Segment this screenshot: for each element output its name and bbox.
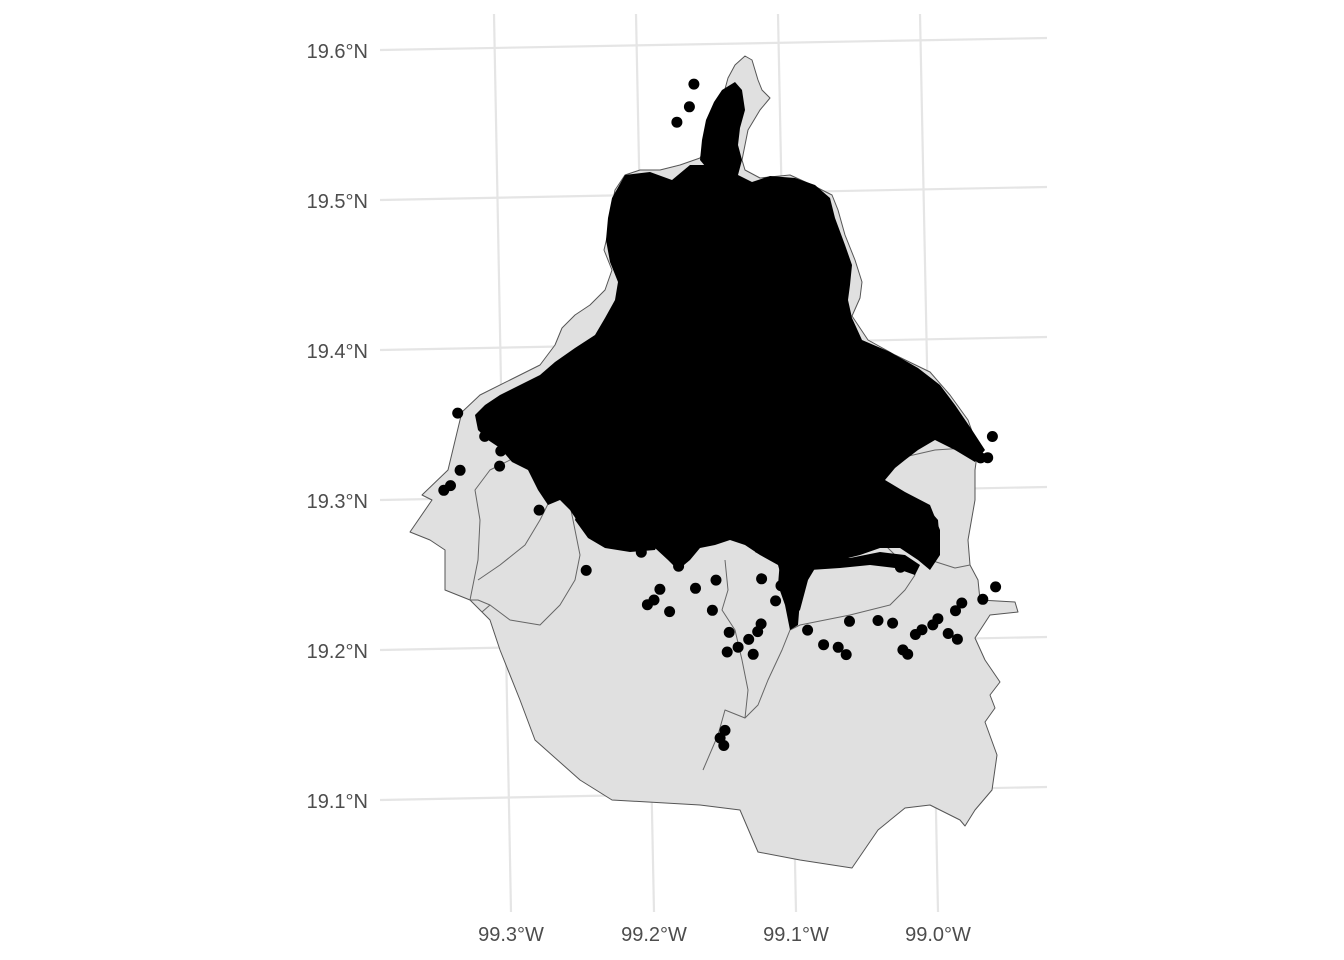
cluster-east-arc bbox=[838, 490, 940, 562]
data-point bbox=[802, 624, 814, 636]
data-point bbox=[452, 407, 464, 419]
cluster-south-tail bbox=[778, 560, 800, 630]
border-south-1 bbox=[721, 559, 749, 719]
cluster-southwest-arc bbox=[575, 500, 660, 552]
data-point bbox=[732, 641, 744, 653]
data-point bbox=[894, 561, 906, 573]
data-point bbox=[673, 560, 685, 572]
y-tick-label-19.2: 19.2°N bbox=[307, 641, 368, 663]
y-tick-label-19.6: 19.6°N bbox=[307, 41, 368, 63]
data-point bbox=[747, 648, 759, 660]
data-point bbox=[990, 581, 1002, 593]
data-point bbox=[454, 464, 466, 476]
data-point bbox=[863, 540, 875, 551]
border-west-2 bbox=[481, 484, 581, 626]
data-point bbox=[844, 615, 855, 627]
data-point bbox=[494, 460, 506, 472]
data-point bbox=[932, 613, 944, 625]
y-tick-label-19.1: 19.1°N bbox=[307, 791, 368, 813]
data-point bbox=[619, 532, 631, 544]
data-point bbox=[919, 523, 930, 535]
border-west-4 bbox=[470, 599, 491, 606]
data-point bbox=[803, 511, 815, 523]
border-east-2 bbox=[929, 559, 971, 569]
y-axis-labels: 19.6°N 19.5°N 19.4°N 19.3°N 19.2°N 19.1°… bbox=[307, 41, 368, 813]
data-point bbox=[654, 583, 666, 595]
data-point bbox=[648, 594, 660, 606]
border-south-3 bbox=[799, 574, 916, 626]
data-point bbox=[840, 649, 852, 661]
data-point bbox=[723, 626, 735, 638]
data-point bbox=[916, 624, 928, 636]
data-point bbox=[743, 633, 755, 645]
x-tick-label-99.3: 99.3°W bbox=[478, 924, 544, 946]
cluster-south-arc bbox=[755, 540, 920, 575]
y-tick-label-19.5: 19.5°N bbox=[307, 191, 368, 213]
data-point bbox=[975, 452, 987, 464]
data-point bbox=[671, 116, 683, 128]
data-point bbox=[956, 597, 968, 609]
data-point bbox=[951, 633, 963, 645]
data-point bbox=[902, 648, 914, 660]
data-point bbox=[872, 615, 884, 626]
data-point bbox=[887, 617, 899, 629]
data-point bbox=[720, 167, 732, 179]
data-point bbox=[818, 639, 830, 651]
data-point bbox=[580, 564, 592, 576]
data-point bbox=[832, 641, 844, 653]
data-point bbox=[779, 550, 791, 561]
data-point bbox=[690, 582, 701, 594]
data-point bbox=[755, 618, 767, 630]
cluster-north-spur bbox=[700, 82, 745, 180]
data-point bbox=[641, 471, 653, 483]
x-tick-label-99.2: 99.2°W bbox=[621, 924, 687, 946]
data-point bbox=[533, 504, 545, 516]
data-point bbox=[718, 740, 730, 751]
data-point bbox=[770, 595, 782, 607]
x-tick-label-99.0: 99.0°W bbox=[905, 924, 971, 946]
y-tick-label-19.4: 19.4°N bbox=[307, 341, 368, 363]
data-point bbox=[710, 574, 722, 586]
points-layer bbox=[438, 78, 1002, 751]
data-point bbox=[950, 605, 961, 617]
data-point bbox=[445, 480, 456, 492]
x-tick-label-99.1: 99.1°W bbox=[763, 924, 829, 946]
data-point bbox=[756, 234, 768, 246]
border-south-2 bbox=[702, 624, 801, 771]
data-point bbox=[495, 445, 507, 457]
data-point bbox=[706, 604, 718, 616]
point-cluster bbox=[475, 82, 985, 630]
data-point bbox=[664, 606, 676, 618]
data-point bbox=[756, 573, 768, 585]
data-point bbox=[719, 724, 731, 736]
data-point bbox=[479, 430, 491, 442]
data-point bbox=[942, 628, 954, 639]
data-point bbox=[721, 646, 733, 658]
gridline-lat-19.6 bbox=[379, 36, 1048, 52]
data-point bbox=[763, 260, 775, 271]
data-point bbox=[688, 78, 700, 90]
x-axis-labels: 99.3°W 99.2°W 99.1°W 99.0°W bbox=[478, 924, 971, 946]
y-tick-label-19.3: 19.3°N bbox=[307, 491, 368, 513]
data-point bbox=[986, 431, 998, 442]
data-point bbox=[683, 101, 695, 113]
data-point bbox=[977, 593, 989, 605]
data-point bbox=[775, 580, 787, 592]
data-point bbox=[635, 546, 647, 558]
